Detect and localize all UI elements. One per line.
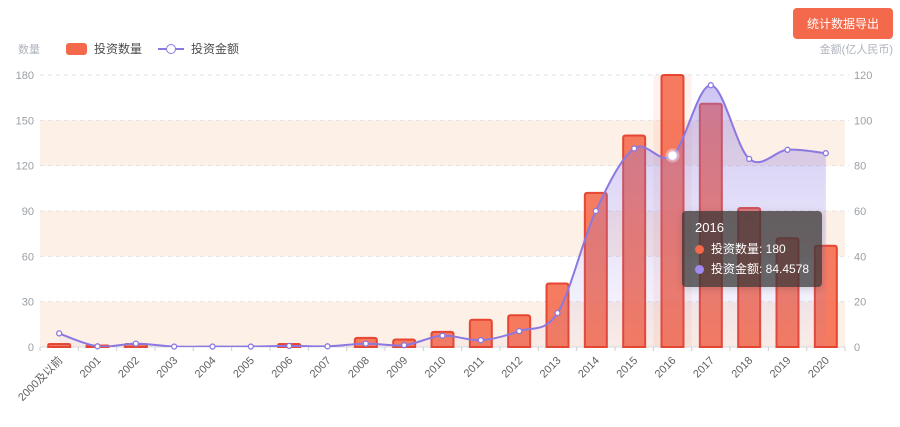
line-point-2004[interactable] <box>209 343 216 350</box>
y-left-tick-label: 180 <box>16 70 34 82</box>
y-right-tick-label: 40 <box>854 251 866 263</box>
line-point-2012[interactable] <box>516 327 523 335</box>
y-left-tick-label: 150 <box>16 115 34 127</box>
bar-series-swatch-icon <box>66 42 87 55</box>
x-axis-label: 2015 <box>614 355 640 381</box>
x-axis-label: 2020 <box>806 355 832 381</box>
tooltip-row: 投资金额: 84.4578 <box>695 261 809 278</box>
line-marker-circle <box>166 43 177 54</box>
chart-tooltip: 2016 投资数量: 180 投资金额: 84.4578 <box>682 211 823 287</box>
line-point-2009[interactable] <box>401 342 408 349</box>
x-axis-label: 2008 <box>346 355 372 381</box>
x-axis-label: 2005 <box>231 355 257 381</box>
line-point-2013[interactable] <box>554 309 561 317</box>
amount-line[interactable] <box>58 84 826 347</box>
line-point-2011[interactable] <box>477 337 484 344</box>
line-point-2007[interactable] <box>324 343 331 350</box>
line-point-2010[interactable] <box>439 332 446 339</box>
x-axis-label: 2010 <box>423 355 449 381</box>
legend: 投资数量 投资金额 <box>66 40 239 57</box>
line-series-marker-icon <box>158 43 185 55</box>
legend-label-line-series: 投资金额 <box>191 42 240 56</box>
line-point-2000及以前[interactable] <box>56 330 63 337</box>
x-axis-label: 2009 <box>384 355 410 381</box>
x-axis-label: 2007 <box>308 355 334 381</box>
export-statistics-button[interactable]: 统计数据导出 <box>792 8 893 39</box>
tooltip-row: 投资数量: 180 <box>695 241 809 258</box>
line-point-2016[interactable] <box>667 150 678 161</box>
x-axis-label: 2012 <box>499 355 525 381</box>
x-axis-label: 2011 <box>462 355 487 380</box>
x-axis-label: 2013 <box>538 355 564 381</box>
line-point-2003[interactable] <box>171 343 178 350</box>
x-axis-label: 2017 <box>691 355 717 381</box>
y-right-tick-label: 100 <box>854 115 872 127</box>
tooltip-row-text: 投资数量: 180 <box>711 242 786 256</box>
line-point-2006[interactable] <box>286 342 293 350</box>
tooltip-bar-series-dot-icon <box>695 245 704 254</box>
x-axis-label: 2018 <box>729 355 755 381</box>
x-axis-label: 2014 <box>576 355 602 381</box>
line-point-2015[interactable] <box>631 145 638 152</box>
y-right-tick-label: 0 <box>854 342 860 354</box>
line-point-2020[interactable] <box>822 150 829 157</box>
line-point-2019[interactable] <box>784 146 791 153</box>
x-axis-label: 2002 <box>116 355 142 381</box>
y-right-tick-label: 20 <box>854 297 866 309</box>
tooltip-row-text: 投资金额: 84.4578 <box>711 262 810 276</box>
x-axis-label: 2003 <box>154 355 180 381</box>
legend-item-line-series[interactable]: 投资金额 <box>158 40 239 57</box>
line-point-2014[interactable] <box>592 207 599 215</box>
line-point-2008[interactable] <box>362 340 369 347</box>
x-axis-label: 2000及以前 <box>15 353 66 404</box>
y-right-tick-label: 80 <box>854 161 866 173</box>
y-right-tick-label: 120 <box>854 70 872 82</box>
line-point-2002[interactable] <box>132 340 139 347</box>
y-left-tick-label: 60 <box>22 251 34 263</box>
tooltip-title: 2016 <box>695 220 724 235</box>
x-axis-label: 2019 <box>768 355 794 381</box>
x-axis-label: 2006 <box>269 355 295 381</box>
left-axis-title: 数量 <box>18 44 40 56</box>
line-point-2017[interactable] <box>707 82 714 89</box>
line-point-2001[interactable] <box>94 343 101 350</box>
y-left-tick-label: 0 <box>28 342 34 354</box>
y-right-tick-label: 60 <box>854 206 866 218</box>
line-point-2005[interactable] <box>247 343 254 350</box>
legend-item-bar-series[interactable]: 投资数量 <box>66 40 142 57</box>
x-axis-label: 2001 <box>78 355 104 381</box>
y-left-tick-label: 30 <box>22 297 34 309</box>
y-left-tick-label: 120 <box>16 161 34 173</box>
tooltip-line-series-dot-icon <box>695 265 704 274</box>
line-point-2018[interactable] <box>746 155 753 163</box>
x-axis-label: 2004 <box>193 355 219 381</box>
y-left-tick-label: 90 <box>22 206 34 218</box>
x-axis-label: 2016 <box>653 355 679 381</box>
legend-label-bar-series: 投资数量 <box>94 42 143 56</box>
right-axis-title: 金额(亿人民币) <box>819 44 893 56</box>
